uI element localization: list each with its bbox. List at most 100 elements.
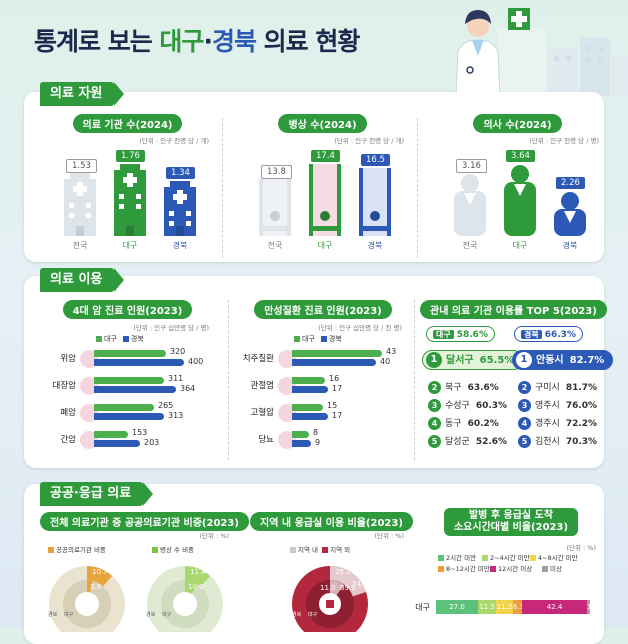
top5-daegu-rank-4: 4 동구 60.2% (428, 416, 499, 430)
cancer-bar-gyeongbuk-2 (94, 413, 164, 420)
resource-0-value-2: 1.34 (166, 167, 195, 179)
arrival-row-label: 대구 (415, 603, 430, 612)
resource-2-value-2: 2.26 (556, 177, 585, 189)
top5-daegu-rank-4-num: 4 (428, 417, 441, 430)
emergency-unit: (단위 : %) (374, 532, 404, 540)
chronic-bar-gyeongbuk-1 (292, 386, 328, 393)
resource-unit-0: (단위 : 인구 천명 당 / 개) (139, 137, 209, 145)
top5-gyeongbuk-total: 경북 66.3% (514, 326, 583, 342)
resource-unit-2: (단위 : 인구 천명 당 / 명) (529, 137, 599, 145)
public-unit: (단위 : %) (199, 532, 229, 540)
resource-1-value-2: 16.5 (361, 154, 390, 166)
resource-0-value-0: 1.53 (66, 159, 97, 173)
arrival-segment-4: 42.4 (522, 600, 587, 614)
chronic-bar-daegu-3 (292, 431, 309, 438)
chronic-value-daegu-3: 8 (313, 428, 319, 437)
cancer-unit: (단위 : 인구 십만명 당 / 명) (133, 324, 209, 332)
top5-gyeongbuk-rank-3-name: 영주시 (535, 401, 560, 411)
resource-2-label-1: 대구 (512, 241, 528, 250)
resource-card-2: 의사 수(2024) (단위 : 인구 천명 당 / 명) 3.16 전국 3.64 대구… (430, 114, 605, 262)
resource-0-label-2: 경북 (172, 241, 188, 250)
chronic-label-0: 치주질환 (242, 354, 274, 364)
arrival-segment-2: 11.2 (496, 600, 513, 614)
chronic-value-daegu-2: 15 (327, 401, 338, 410)
chronic-bar-gyeongbuk-2 (292, 413, 328, 420)
arrival-legend-swatch-1 (482, 555, 488, 561)
emergency-title: 지역 내 응급실 이용 비율(2023) (250, 512, 413, 531)
resource-2-label-2: 경북 (562, 241, 578, 250)
chronic-title: 만성질환 진료 인원(2023) (254, 300, 392, 319)
arrival-legend-label-0: 2시간 미만 (446, 554, 477, 562)
chronic-bar-gyeongbuk-0 (292, 359, 376, 366)
top5-gyeongbuk-rank-4: 4 경주시 72.2% (518, 416, 597, 430)
cancer-card: 4대 암 진료 인원(2023) (단위 : 인구 십만명 당 / 명) 대구 경… (40, 300, 215, 460)
top5-daegu-rank-5-name: 달성군 (445, 437, 470, 447)
cancer-label-0: 위암 (60, 354, 76, 364)
section-label-resources: 의료 자원 (40, 82, 125, 106)
emergency-legend: 지역 내 지역 외 (290, 544, 350, 554)
public-ring-label-3: 대구 (162, 611, 172, 618)
resource-2-doctor-icon-2 (554, 192, 586, 236)
public-ring-label-2: 경북 (146, 611, 156, 618)
top5-gyeongbuk-rank-3-value: 76.0% (565, 401, 598, 411)
resource-1-label-0: 전국 (267, 241, 283, 250)
arrival-segment-1: 11.5 (478, 600, 496, 614)
chronic-heart-icon (278, 404, 296, 422)
arrival-legend-swatch-5 (542, 566, 548, 572)
arrival-segment-5: 1.8 (587, 600, 598, 614)
arrival-legend-1: 2~4시간 미만 (482, 552, 530, 562)
arrival-legend-3: 8~12시간 미만 (438, 563, 490, 573)
chronic-label-1: 관절염 (250, 381, 274, 391)
top5-gyeongbuk-rank-2-value: 81.7% (565, 383, 598, 393)
arrival-legend-5: 미상 (542, 563, 562, 573)
top5-gyeongbuk-rank-1-name: 안동시 (536, 355, 564, 366)
resource-title-2: 의사 수(2024) (473, 114, 562, 133)
arrival-unit: (단위 : %) (566, 544, 596, 552)
emergency-outer-1: 74.8 (352, 580, 368, 588)
top5-daegu-rank-3-num: 3 (428, 399, 441, 412)
cancer-lung-icon (80, 404, 98, 422)
top5-daegu-rank-4-name: 동구 (445, 419, 462, 429)
arrival-legend-swatch-3 (438, 566, 444, 572)
chronic-label-3: 당뇨 (258, 435, 274, 445)
resource-divider-0 (222, 118, 223, 258)
cancer-value-daegu-0: 320 (170, 347, 186, 356)
resource-2-label-0: 전국 (462, 241, 478, 250)
top5-gyeongbuk-rank-4-name: 경주시 (535, 419, 560, 429)
resource-1-value-1: 17.4 (311, 150, 340, 162)
top5-daegu-rank-1: 1 달서구 65.5% (422, 350, 524, 370)
cancer-value-daegu-2: 265 (158, 401, 174, 410)
chronic-value-daegu-0: 43 (386, 347, 397, 356)
cancer-value-gyeongbuk-1: 364 (180, 384, 196, 393)
emergency-donut: 25.2 74.8 11.0 89.0 경북 대구 (292, 566, 368, 632)
resource-0-hospital-icon-1 (114, 164, 146, 236)
resource-0-label-0: 전국 (72, 241, 88, 250)
cancer-value-daegu-1: 311 (168, 374, 184, 383)
resource-1-bed-icon-2 (359, 168, 391, 236)
cancer-bar-daegu-1 (94, 377, 164, 384)
public-donut-2: 11.4 10.0 경북 대구 (146, 566, 223, 632)
top5-card: 관내 의료 기관 이용률 TOP 5(2023) 대구 58.6% 경북 66.3%… (420, 300, 614, 460)
resource-1-value-0: 13.8 (261, 165, 292, 179)
top5-gyeongbuk-rank-2: 2 구미시 81.7% (518, 380, 597, 394)
arrival-legend-4: 12시간 이상 (490, 563, 532, 573)
cancer-label-1: 대장암 (52, 381, 76, 391)
resource-divider-1 (417, 118, 418, 258)
usage-divider-1 (414, 300, 415, 460)
cancer-liver-icon (80, 431, 98, 449)
resource-card-1: 병상 수(2024) (단위 : 인구 천명 당 / 개) 13.8 전국 17.4 대구… (235, 114, 410, 262)
resource-2-doctor-icon-1 (504, 165, 536, 236)
emergency-ring-label-1: 대구 (308, 611, 318, 618)
top5-daegu-total: 대구 58.6% (426, 326, 495, 342)
resource-1-bed-icon-0 (259, 179, 291, 236)
top5-gyeongbuk-rank-5: 5 김천시 70.3% (518, 434, 597, 448)
arrival-legend-swatch-0 (438, 555, 444, 561)
chronic-label-2: 고혈압 (250, 408, 274, 418)
chronic-bar-daegu-1 (292, 377, 325, 384)
top5-gyeongbuk-rank-5-value: 70.3% (565, 437, 598, 447)
chronic-value-gyeongbuk-0: 40 (380, 357, 391, 366)
usage-divider-0 (228, 300, 229, 460)
doctor-hospital-illustration (455, 8, 628, 96)
top5-daegu-rank-3-name: 수성구 (445, 401, 470, 411)
top5-gyeongbuk-rank-4-value: 72.2% (565, 419, 598, 429)
